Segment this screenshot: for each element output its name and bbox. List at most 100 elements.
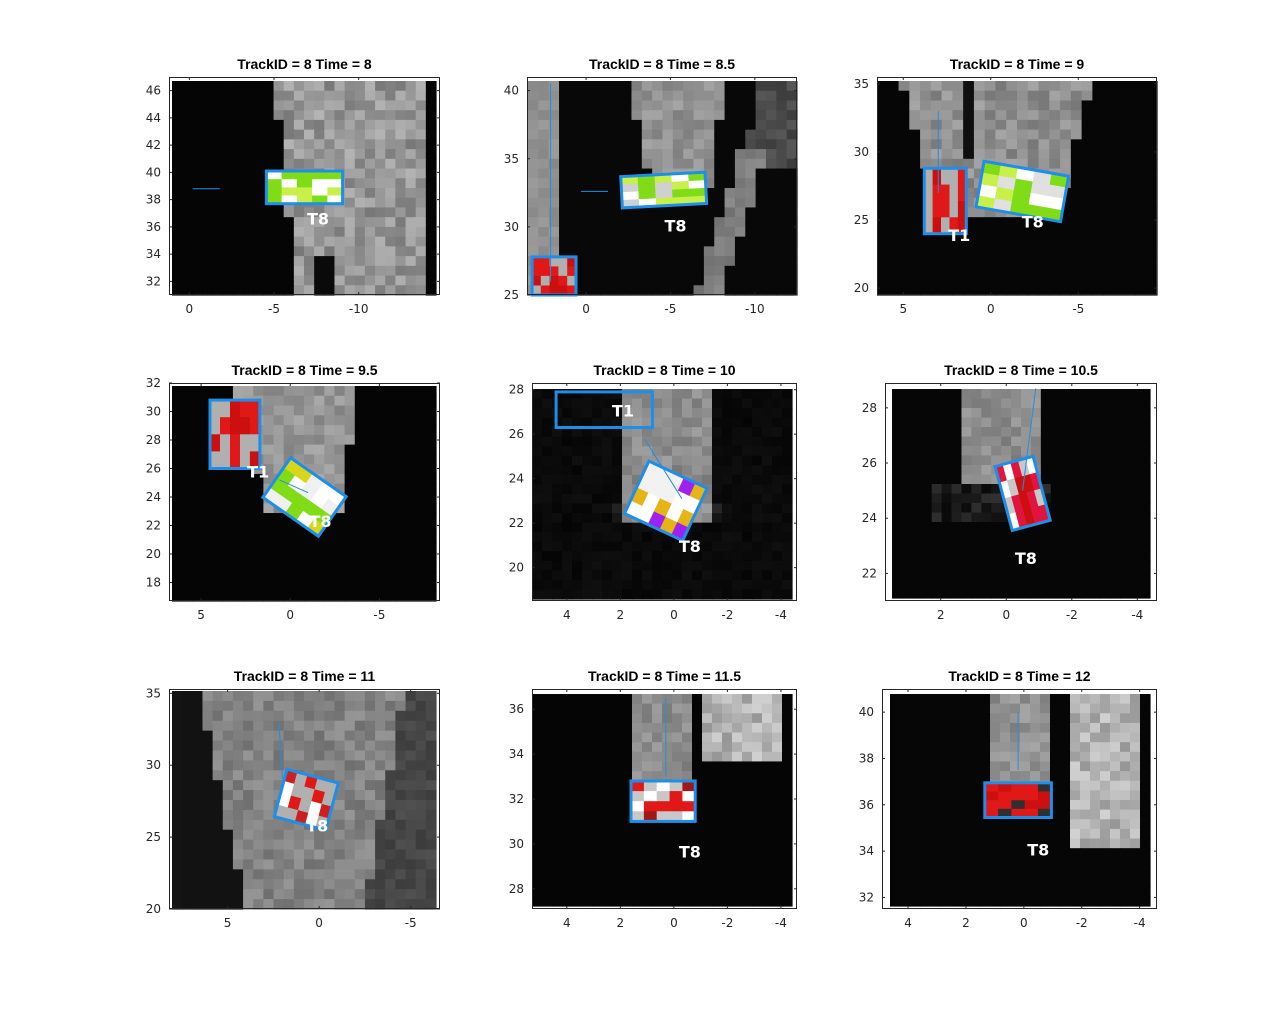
heatmap-cell [1030,398,1042,409]
heatmap-cell [1140,522,1151,533]
heatmap-cell [172,168,183,179]
heatmap-cell [253,800,264,811]
heatmap-cell [892,389,903,400]
heatmap-cell [1124,265,1137,277]
heatmap-cell [672,551,683,562]
heatmap-cell [253,889,264,900]
heatmap-cell [385,178,396,189]
heatmap-cell [552,742,563,753]
heatmap-cell [542,848,553,859]
heatmap-cell [981,541,992,552]
heatmap-cell [552,790,563,801]
heatmap-cell [961,531,972,542]
heatmap-cell [425,809,437,821]
heatmap-cell [1070,119,1083,131]
detection-pixel [240,400,251,418]
heatmap-cell [425,197,437,209]
heatmap-cell [202,100,214,111]
heatmap-cell [941,522,953,533]
heatmap-cell [652,90,664,102]
heatmap-cell [1135,149,1147,160]
heatmap-cell [642,389,653,400]
track-label: T8 [1015,549,1037,568]
heatmap-cell [232,770,244,781]
heatmap-cell [364,829,376,841]
heatmap-cell [415,889,427,900]
heatmap-cell [425,839,437,851]
heatmap-cell [762,713,773,724]
heatmap-cell [1049,226,1061,238]
heatmap-cell [559,217,570,228]
heatmap-cell [786,119,798,131]
heatmap-cell [1100,522,1111,533]
heatmap-cell [961,579,972,590]
heatmap-cell [222,800,234,811]
heatmap-cell [712,589,723,600]
heatmap-cell [981,512,992,523]
heatmap-cell [921,455,933,466]
heatmap-cell [582,722,593,734]
heatmap-cell [253,770,264,781]
heatmap-cell [1135,275,1147,286]
heatmap-cell [776,217,788,228]
heatmap-cell [395,513,407,524]
heatmap-cell [612,800,623,811]
heatmap-cell [405,275,417,286]
heatmap-cell [304,100,315,111]
heatmap-cell [582,446,593,457]
heatmap-cell [734,207,746,218]
heatmap-cell [682,560,693,571]
heatmap-cell [963,188,975,199]
heatmap-cell [538,246,550,257]
heatmap-cell [202,849,214,861]
heatmap-cell [364,405,376,416]
heatmap-cell [712,857,723,869]
heatmap-cell [892,427,903,438]
heatmap-cell [293,571,305,583]
heatmap-cell [314,591,325,602]
heatmap-cell [182,434,193,446]
heatmap-cell [232,513,244,524]
heatmap-cell [415,405,427,416]
heatmap-cell [232,829,244,841]
x-tick-label: 5 [224,916,232,930]
heatmap-cell [334,532,346,543]
heatmap-cell [901,446,913,457]
detection-pixel [1007,512,1021,531]
heatmap-cell [283,819,295,831]
heatmap-cell [592,522,603,533]
heatmap-cell [752,541,763,552]
heatmap-cell [263,139,275,150]
heatmap-cell [354,780,366,791]
heatmap-cell [324,217,336,228]
heatmap-cell [232,700,244,712]
heatmap-cell [202,879,214,890]
axes-frame [877,77,1157,295]
heatmap-cell [304,542,315,553]
heatmap-cell [682,398,693,409]
heatmap-cell [192,839,204,851]
heatmap-cell [192,434,204,446]
heatmap-cell [600,197,612,209]
heatmap-cell [662,838,673,849]
heatmap-cell [572,751,583,763]
panel-title: TrackID = 8 Time = 9 [950,56,1085,72]
detection-pixel [240,451,251,469]
heatmap-cell [232,503,244,514]
detection-pixel [1011,189,1032,205]
heatmap-cell [1135,100,1147,111]
heatmap-cell [1070,503,1082,514]
heatmap-cell [1092,139,1104,150]
heatmap-cell [714,149,726,160]
heatmap-cell [354,839,366,851]
heatmap-cell [622,751,633,763]
heatmap-cell [590,158,602,170]
heatmap-cell [742,589,753,600]
detection-pixel [995,464,1008,483]
heatmap-cell [1060,139,1072,150]
heatmap-cell [621,100,633,111]
heatmap-cell [579,285,591,296]
heatmap-cell [602,389,613,400]
heatmap-cell [1006,275,1018,286]
heatmap-cell [582,474,593,486]
